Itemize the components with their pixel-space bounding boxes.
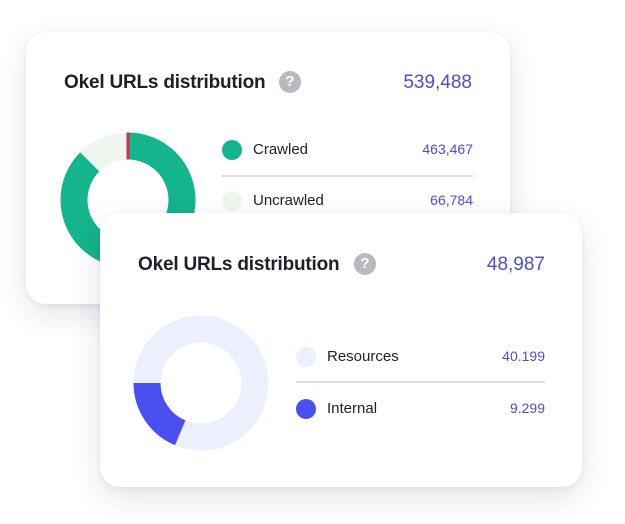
legend-value: 9.299 xyxy=(509,400,545,416)
total-count: 539,488 xyxy=(403,72,472,93)
card-title: Okel URLs distribution xyxy=(64,72,266,93)
resources-dot-icon xyxy=(296,347,316,367)
legend-divider xyxy=(296,381,545,383)
legend-label: Internal xyxy=(327,400,378,417)
legend-label: Crawled xyxy=(253,141,309,158)
legend-value: 40.199 xyxy=(502,348,545,364)
legend-value: 66,784 xyxy=(430,192,473,208)
legend-item-uncrawled: Uncrawled 66,784 xyxy=(222,189,473,213)
question-circle-icon[interactable]: ? xyxy=(354,253,376,275)
legend-item-internal: Internal 9.299 xyxy=(296,397,545,421)
legend-label: Resources xyxy=(327,348,399,365)
legend-item-crawled: Crawled 463,467 xyxy=(222,138,473,162)
internal-dot-icon xyxy=(296,399,316,419)
crawled-dot-icon xyxy=(222,140,242,160)
legend-divider xyxy=(222,175,473,177)
legend-item-resources: Resources 40.199 xyxy=(296,345,545,369)
uncrawled-dot-icon xyxy=(222,191,242,211)
total-count: 48,987 xyxy=(486,254,545,275)
url-distribution-card-front: Okel URLs distribution ? 48,987 Resource… xyxy=(100,213,582,487)
question-circle-icon[interactable]: ? xyxy=(279,71,301,93)
legend-label: Uncrawled xyxy=(253,192,324,209)
donut-chart-front xyxy=(133,315,269,451)
card-title: Okel URLs distribution xyxy=(138,254,340,275)
donut-slice-internal xyxy=(133,315,269,451)
legend-value: 463,467 xyxy=(422,141,473,157)
